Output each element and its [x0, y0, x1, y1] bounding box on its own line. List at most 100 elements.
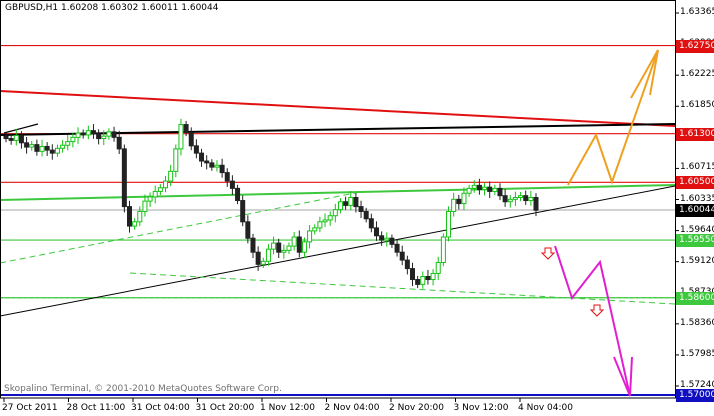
- price-level-tag: 1.57000: [676, 389, 714, 402]
- candle-body: [512, 197, 518, 200]
- candle-body: [446, 210, 452, 238]
- candle-body: [29, 144, 35, 148]
- x-axis-label: 31 Oct 20:00: [195, 403, 255, 413]
- candle-body: [312, 227, 318, 232]
- candle-body: [219, 164, 225, 174]
- candle-body: [75, 132, 81, 138]
- candle-body: [286, 245, 292, 251]
- forecast-down-path: [554, 245, 631, 397]
- y-axis-label: 1.58730: [680, 287, 714, 297]
- candle-body: [301, 241, 307, 253]
- candle-body: [54, 147, 60, 154]
- candle-body: [18, 135, 24, 144]
- candle-body: [116, 136, 122, 150]
- candle-body: [466, 187, 472, 194]
- candle-body: [39, 145, 45, 152]
- plot-frame: [0, 0, 676, 399]
- candle-body: [281, 249, 287, 253]
- candle-body: [291, 236, 297, 247]
- y-axis-label: 1.58360: [680, 317, 714, 328]
- candle-body: [34, 144, 40, 152]
- y-axis-label: 1.57985: [680, 348, 714, 359]
- analysis-lines-layer: [0, 44, 676, 396]
- candle-body: [497, 187, 503, 197]
- y-axis-label: 1.63365: [680, 7, 714, 17]
- candle-body: [317, 221, 323, 229]
- candle-body: [65, 141, 71, 146]
- candle-body: [523, 195, 529, 202]
- candle-body: [188, 131, 194, 147]
- candle-body: [533, 197, 539, 211]
- candle-body: [271, 242, 277, 250]
- candle-body: [126, 206, 132, 227]
- x-axis-label: 3 Nov 12:00: [453, 403, 509, 413]
- current-price-tag: 1.60044: [676, 204, 714, 218]
- small-black-segment: [3, 123, 39, 134]
- candle-body: [332, 209, 338, 217]
- candle-body: [96, 133, 102, 140]
- candle-body: [199, 152, 205, 162]
- candles-layer: [3, 118, 539, 289]
- candle-body: [24, 142, 30, 148]
- candle-body: [368, 218, 374, 229]
- candle-body: [132, 221, 138, 227]
- candle-body: [487, 186, 493, 192]
- price-level-tag: 1.62750: [676, 39, 714, 53]
- candle-body: [296, 236, 302, 253]
- y-axis-label: 1.60335: [680, 193, 714, 204]
- candle-body: [492, 187, 498, 192]
- candle-body: [173, 148, 179, 172]
- x-axis-label: 1 Nov 12:00: [260, 403, 315, 413]
- green-neckline: [0, 184, 676, 201]
- x-axis-label: 27 Oct 2011: [2, 403, 58, 413]
- forecast-up-path: [567, 49, 659, 186]
- candle-body: [183, 124, 189, 133]
- candle-body: [204, 160, 210, 164]
- candle-body: [101, 135, 107, 140]
- candle-body: [224, 172, 230, 182]
- candle-body: [80, 132, 86, 136]
- candle-body: [482, 186, 488, 191]
- y-axis-label: 1.59120: [680, 255, 714, 266]
- candle-body: [420, 276, 426, 285]
- candle-body: [404, 259, 410, 270]
- candle-body: [111, 131, 117, 138]
- candle-body: [507, 198, 513, 203]
- candle-body: [44, 145, 50, 151]
- candle-body: [348, 197, 354, 206]
- price-level-tag: 1.61300: [676, 127, 714, 141]
- y-axis-label: 1.62225: [680, 69, 714, 80]
- candle-body: [471, 184, 477, 189]
- candle-body: [106, 131, 112, 137]
- candle-body: [322, 219, 328, 223]
- candle-body: [430, 272, 436, 281]
- candle-body: [157, 187, 163, 192]
- x-axis-label: 2 Nov 20:00: [389, 403, 444, 413]
- candle-body: [456, 198, 462, 205]
- descending-resistance-line: [0, 90, 676, 127]
- chart-title: GBPUSD,H1 1.60208 1.60302 1.60011 1.6004…: [5, 3, 219, 13]
- candle-body: [260, 260, 266, 265]
- candle-body: [168, 170, 174, 182]
- candle-body: [235, 187, 241, 202]
- candle-body: [276, 242, 282, 253]
- candle-body: [3, 135, 9, 140]
- candle-body: [528, 197, 534, 202]
- candle-body: [255, 251, 261, 265]
- candle-body: [193, 145, 199, 154]
- candle-body: [410, 268, 416, 281]
- green-dashed-trend: [0, 191, 361, 264]
- y-axis-label: 1.61850: [680, 100, 714, 111]
- candle-body: [394, 243, 400, 253]
- candle-body: [343, 201, 349, 206]
- candle-body: [518, 195, 524, 199]
- x-axis-label: 4 Nov 04:00: [518, 403, 573, 413]
- candle-body: [85, 130, 91, 136]
- candle-body: [90, 130, 96, 135]
- candle-body: [152, 190, 158, 198]
- candle-body: [240, 200, 246, 223]
- forecast-arrows-layer: [540, 49, 659, 397]
- price-level-tag: 1.58600: [676, 291, 714, 305]
